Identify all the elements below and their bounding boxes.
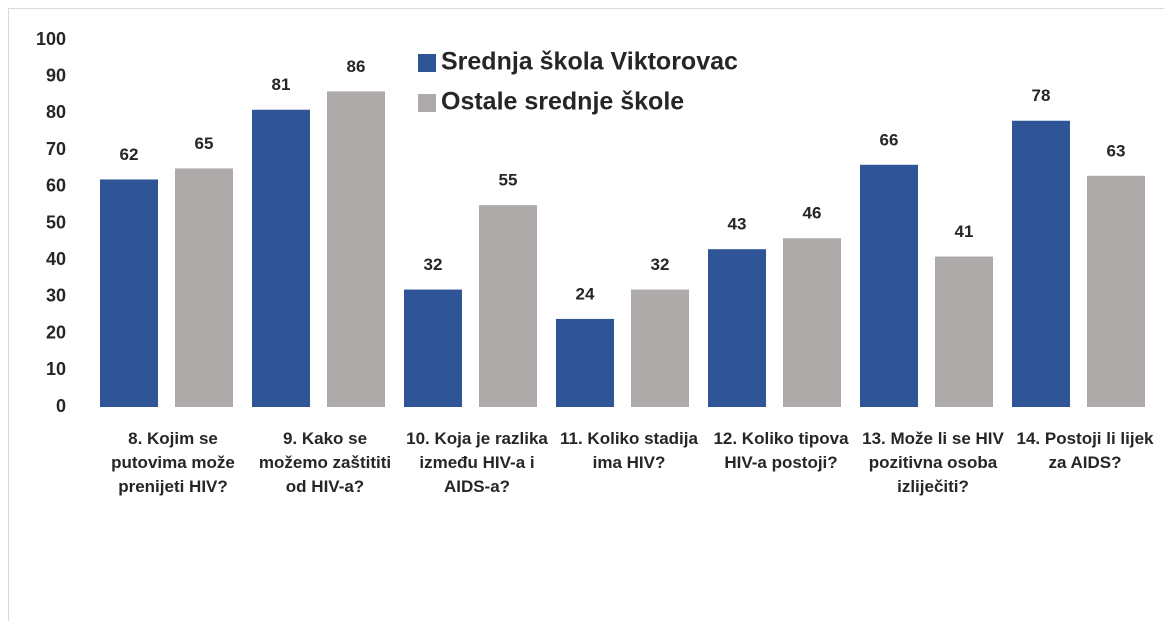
bar bbox=[860, 164, 918, 407]
data-label: 24 bbox=[576, 284, 595, 303]
data-label: 86 bbox=[347, 57, 366, 76]
data-label: 41 bbox=[955, 222, 974, 241]
bar bbox=[252, 109, 310, 407]
x-tick-label: 13. Može li se HIV pozitivna osoba izlij… bbox=[862, 429, 1004, 496]
data-label: 78 bbox=[1032, 86, 1051, 105]
x-tick-label: 9. Kako se možemo zaštititi od HIV-a? bbox=[258, 429, 392, 496]
bar bbox=[935, 256, 993, 407]
bar bbox=[404, 289, 462, 407]
y-tick-label: 80 bbox=[46, 102, 66, 122]
legend-label: Srednja škola Viktorovac bbox=[441, 48, 738, 76]
bar bbox=[327, 91, 385, 407]
bar bbox=[631, 289, 689, 407]
x-tick-label: 14. Postoji li lijek za AIDS? bbox=[1016, 429, 1154, 472]
x-tick-label: 8. Kojim se putovima može prenijeti HIV? bbox=[111, 429, 235, 496]
data-label: 62 bbox=[120, 145, 139, 164]
bar bbox=[708, 249, 766, 407]
bar bbox=[100, 179, 158, 407]
y-tick-label: 90 bbox=[46, 65, 66, 85]
legend-swatch bbox=[418, 54, 436, 72]
bar bbox=[783, 238, 841, 407]
y-tick-label: 20 bbox=[46, 322, 66, 342]
y-tick-label: 30 bbox=[46, 286, 66, 306]
data-label: 55 bbox=[499, 171, 518, 190]
y-tick-label: 0 bbox=[56, 396, 66, 416]
chart-border bbox=[8, 8, 1164, 621]
x-tick-label: 10. Koja je razlika između HIV-a i AIDS-… bbox=[406, 429, 548, 496]
data-label: 43 bbox=[728, 215, 747, 234]
data-label: 65 bbox=[195, 134, 214, 153]
bar bbox=[479, 205, 537, 407]
x-tick-label: 12. Koliko tipova HIV-a postoji? bbox=[713, 429, 849, 472]
bar bbox=[175, 168, 233, 407]
data-label: 66 bbox=[880, 130, 899, 149]
y-tick-label: 50 bbox=[46, 212, 66, 232]
y-tick-label: 70 bbox=[46, 139, 66, 159]
bar bbox=[1087, 175, 1145, 407]
bar bbox=[556, 318, 614, 407]
y-tick-label: 40 bbox=[46, 249, 66, 269]
bar bbox=[1012, 120, 1070, 408]
data-label: 32 bbox=[424, 255, 443, 274]
y-tick-label: 100 bbox=[36, 29, 66, 49]
data-label: 63 bbox=[1107, 141, 1126, 160]
data-label: 81 bbox=[272, 75, 291, 94]
legend-label: Ostale srednje škole bbox=[441, 88, 684, 116]
y-tick-label: 10 bbox=[46, 359, 66, 379]
legend-swatch bbox=[418, 94, 436, 112]
data-label: 46 bbox=[803, 204, 822, 223]
x-tick-label: 11. Koliko stadija ima HIV? bbox=[560, 429, 698, 472]
data-label: 32 bbox=[651, 255, 670, 274]
y-tick-label: 60 bbox=[46, 176, 66, 196]
